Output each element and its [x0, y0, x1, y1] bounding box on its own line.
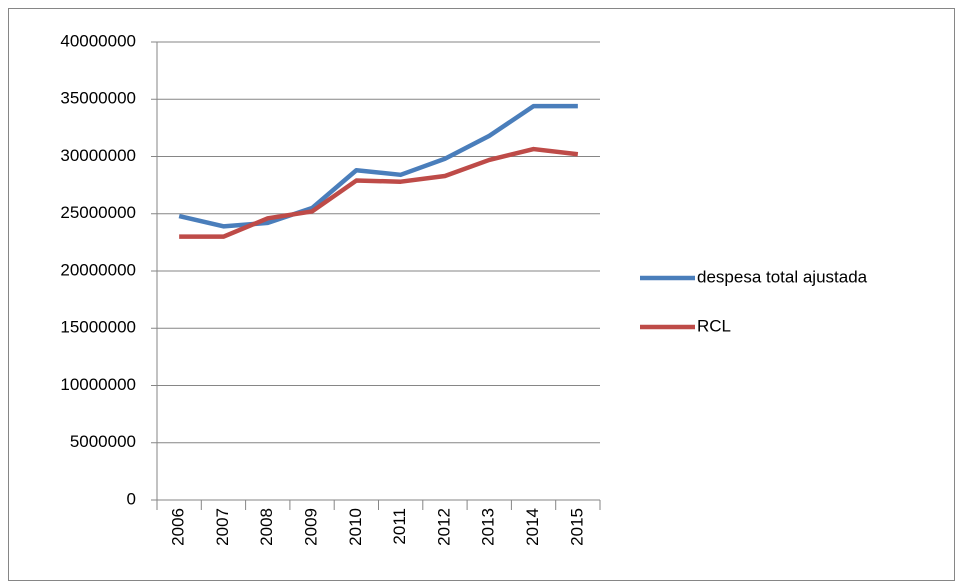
x-tick-label: 2010 [346, 508, 365, 546]
x-tick-label: 2009 [302, 508, 321, 546]
x-tick-label: 2008 [257, 508, 276, 546]
y-tick-label: 10000000 [60, 375, 136, 394]
y-tick-label: 15000000 [60, 318, 136, 337]
y-tick-label: 40000000 [60, 31, 136, 50]
x-tick-label: 2007 [213, 508, 232, 546]
chart-border [8, 8, 955, 581]
y-tick-label: 5000000 [70, 432, 136, 451]
y-tick-label: 25000000 [60, 203, 136, 222]
x-tick-label: 2014 [523, 508, 542, 546]
y-tick-label: 0 [127, 489, 136, 508]
y-tick-label: 35000000 [60, 89, 136, 108]
y-tick-label: 30000000 [60, 146, 136, 165]
legend-label: RCL [697, 316, 731, 335]
data-line [178, 103, 578, 229]
x-tick-label: 2011 [390, 508, 409, 545]
legend-label: despesa total ajustada [697, 267, 868, 286]
x-tick-label: 2013 [479, 508, 498, 546]
x-tick-label: 2006 [169, 508, 188, 546]
data-line [179, 146, 579, 239]
x-tick-label: 2015 [567, 508, 586, 546]
y-tick-label: 20000000 [60, 260, 136, 279]
x-tick-label: 2012 [434, 508, 453, 546]
